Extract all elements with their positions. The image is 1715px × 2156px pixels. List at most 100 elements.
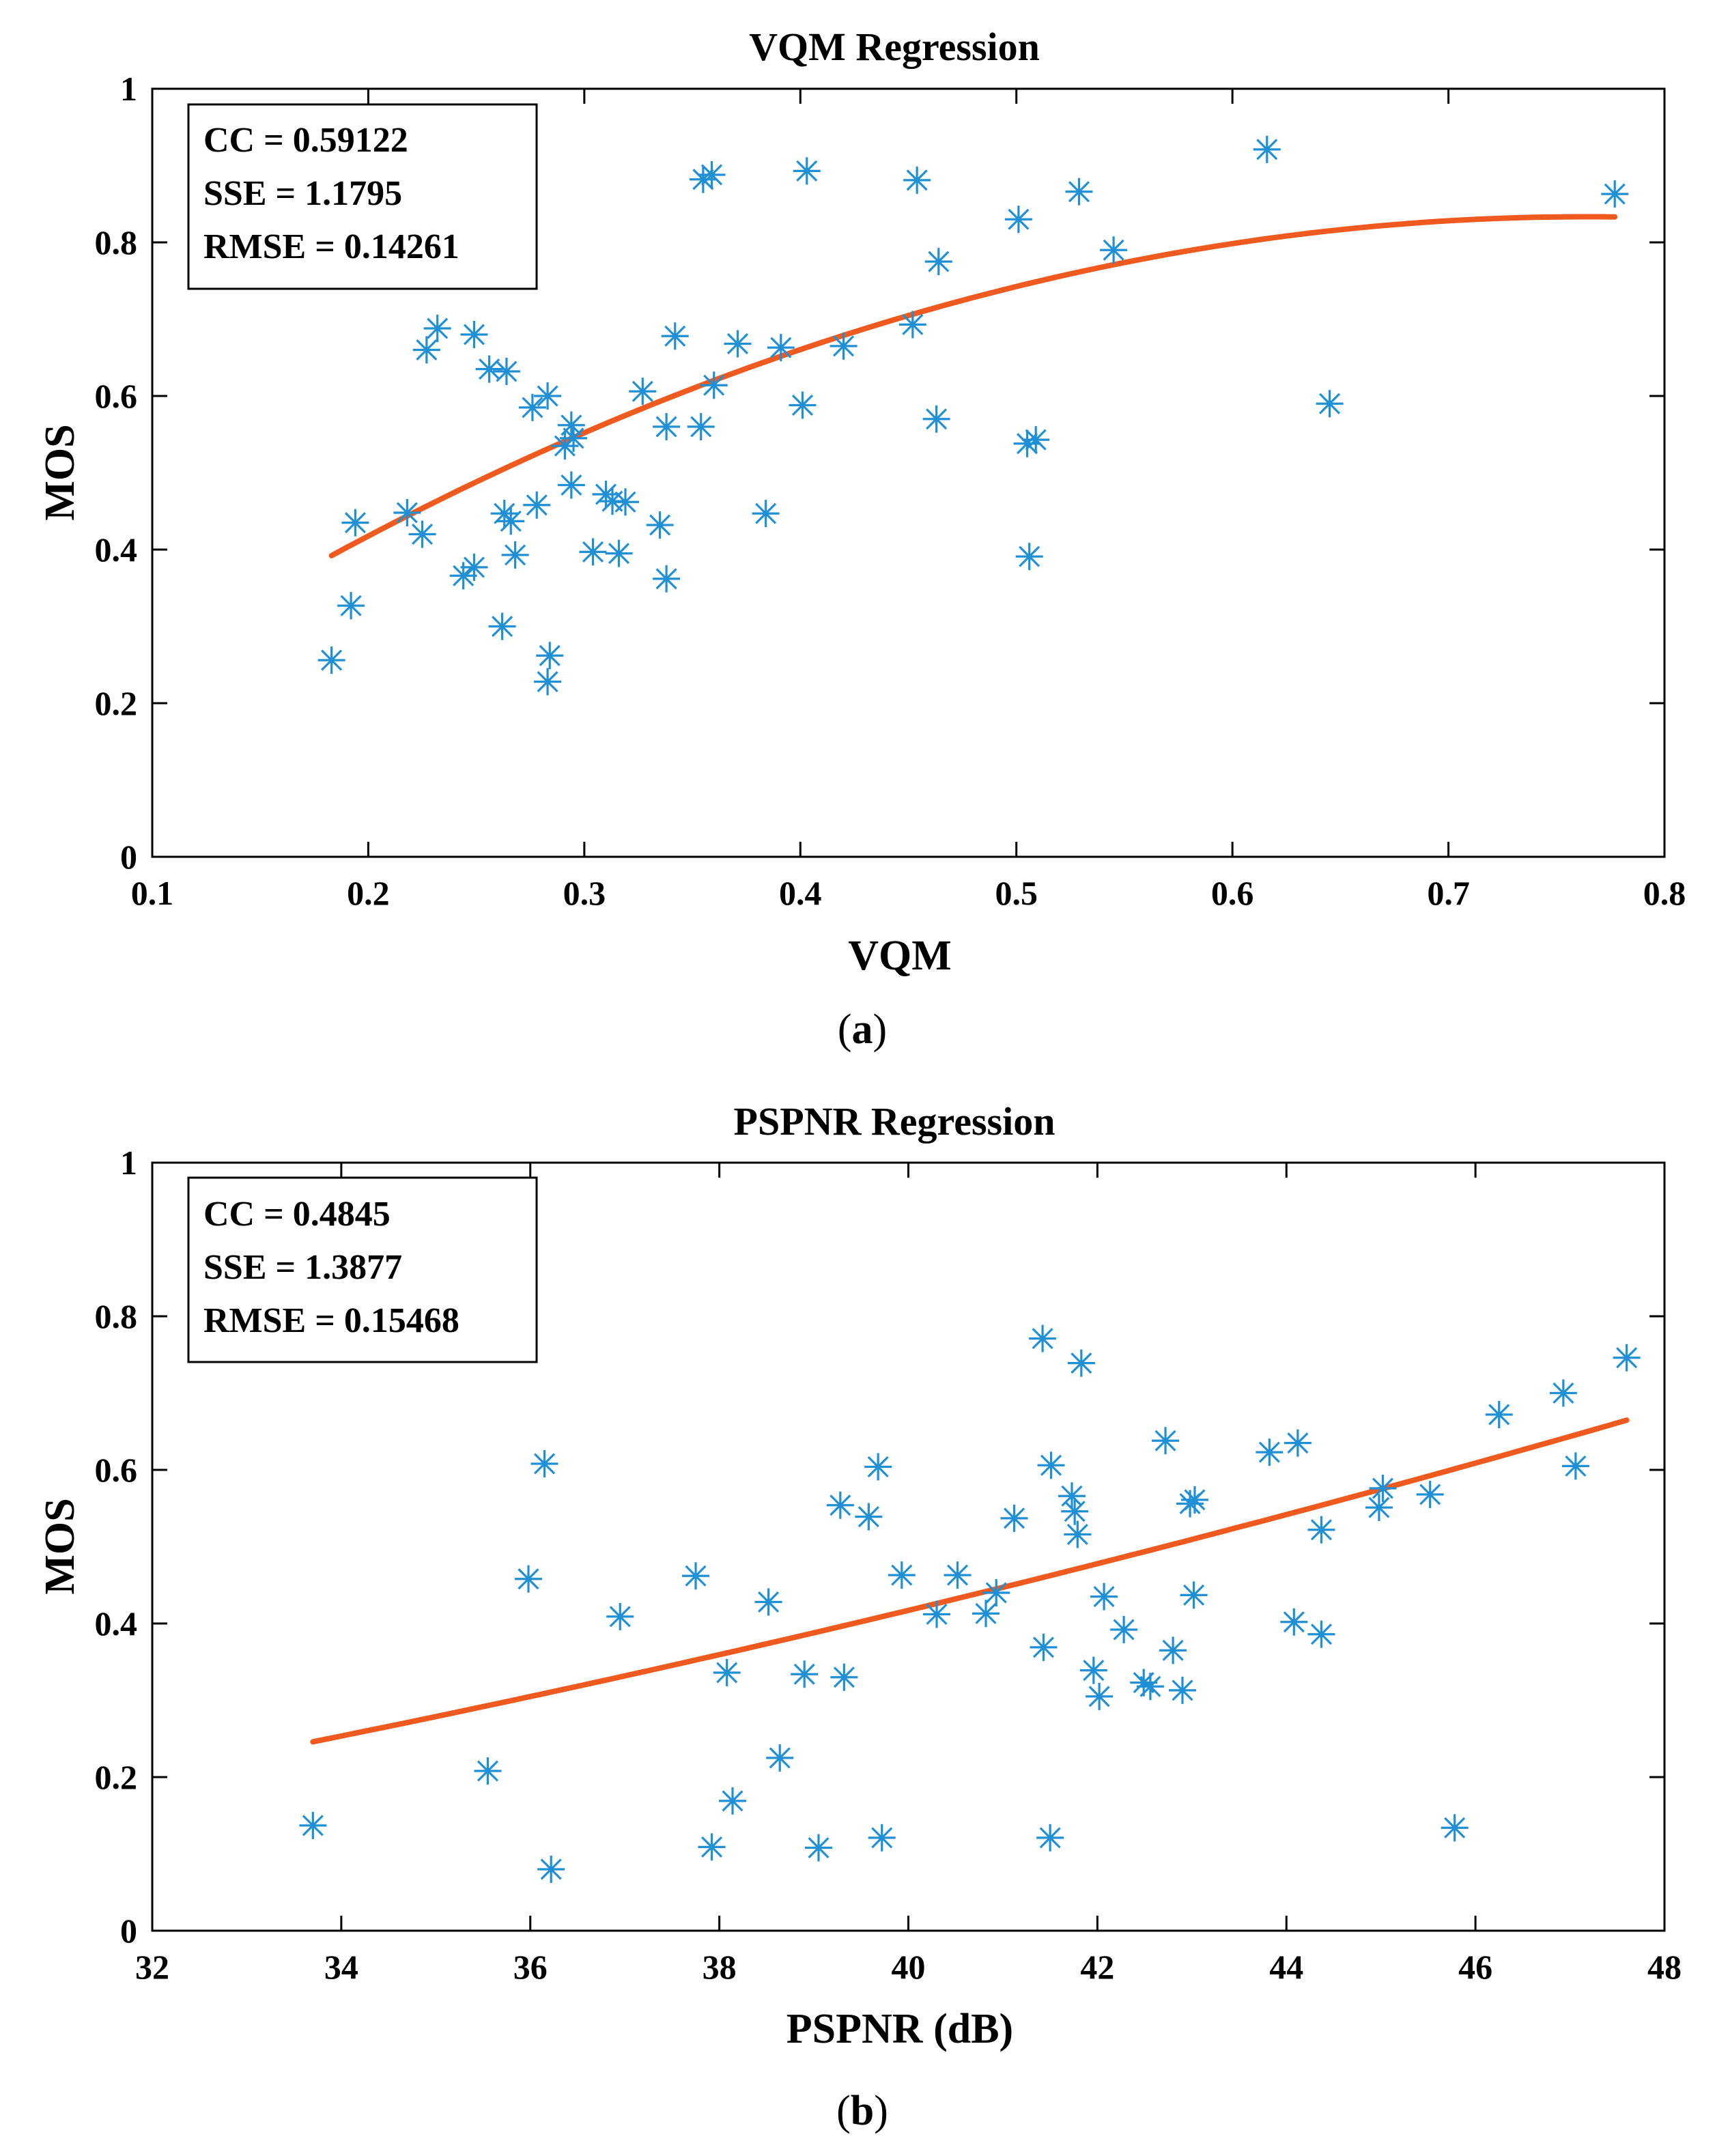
y-tick-label: 0: [120, 1912, 137, 1950]
data-point: [1601, 180, 1629, 208]
y-tick-label: 0.2: [95, 684, 138, 722]
x-tick-labels: 32 34 36 38 40 42 44 46 48: [135, 1948, 1682, 1986]
data-point: [924, 248, 952, 276]
data-point: [557, 471, 585, 499]
data-point: [698, 1833, 726, 1861]
x-axis-label: VQM: [848, 933, 952, 979]
data-point: [341, 509, 369, 537]
x-tick-label: 0.4: [779, 874, 822, 912]
data-point: [1280, 1608, 1308, 1636]
data-point: [1013, 429, 1041, 457]
x-axis-label: PSPNR (dB): [786, 2006, 1013, 2052]
data-point: [1365, 1494, 1393, 1522]
data-point: [864, 1453, 892, 1481]
data-point: [1079, 1656, 1107, 1684]
data-point: [605, 539, 633, 567]
x-tick-label: 46: [1458, 1948, 1492, 1986]
data-point: [1086, 1682, 1114, 1710]
data-point: [606, 1602, 634, 1630]
stat-sse: SSE = 1.1795: [203, 174, 402, 213]
fit-curve: [310, 1417, 1630, 1745]
stat-cc: CC = 0.4845: [203, 1195, 391, 1234]
data-point: [1416, 1481, 1444, 1508]
data-point: [724, 330, 752, 358]
data-point: [888, 1561, 916, 1589]
chart-title: VQM Regression: [749, 25, 1040, 69]
plot-frame: [151, 87, 1666, 858]
panel-label: (b): [836, 2088, 888, 2134]
data-point: [804, 1834, 832, 1862]
x-tick-label: 38: [703, 1948, 737, 1986]
data-point: [687, 413, 715, 440]
y-axis-label: MOS: [37, 1498, 83, 1594]
x-tick-label: 0.7: [1427, 874, 1470, 912]
data-point: [1561, 1452, 1589, 1480]
data-points: [317, 135, 1629, 696]
data-point: [1037, 1451, 1065, 1479]
fit-line: [328, 214, 1618, 558]
data-point: [1307, 1620, 1335, 1648]
data-point: [830, 332, 857, 360]
data-point: [530, 1450, 558, 1477]
data-point: [475, 355, 503, 383]
data-point: [536, 642, 564, 670]
data-point: [923, 1600, 951, 1628]
data-point: [1253, 135, 1281, 163]
data-point: [449, 562, 477, 590]
stat-cc: CC = 0.59122: [203, 121, 408, 160]
data-point: [534, 668, 562, 696]
data-point: [1064, 1520, 1092, 1548]
data-point: [497, 507, 525, 535]
x-tick-label: 32: [135, 1948, 169, 1986]
data-point: [719, 1787, 747, 1815]
vqm-regression-chart: VQM Regression 0.1 0.2 0.3 0.4 0.5 0.6 0.7 0.8 …: [37, 25, 1686, 1053]
x-tick-label: 48: [1647, 1948, 1682, 1986]
data-point: [1180, 1486, 1208, 1514]
pspnr-regression-chart: PSPNR Regression 32 34 36 38 40 42 44 46 48 0 0.2…: [37, 1099, 1682, 2134]
data-point: [1256, 1438, 1284, 1466]
tick-marks: [151, 87, 1666, 858]
y-tick-labels: 0 0.2 0.4 0.6 0.8 1: [95, 1144, 138, 1950]
data-point: [514, 1565, 542, 1593]
tick-marks: [151, 1161, 1666, 1932]
x-tick-labels: 0.1 0.2 0.3 0.4 0.5 0.6 0.7 0.8: [131, 874, 1686, 912]
data-point: [1485, 1401, 1513, 1428]
x-tick-label: 34: [324, 1948, 358, 1986]
stats-box: [187, 1176, 538, 1363]
data-point: [393, 499, 421, 526]
data-point: [460, 553, 488, 581]
data-point: [501, 541, 529, 569]
x-tick-label: 0.2: [347, 874, 390, 912]
x-tick-label: 36: [513, 1948, 548, 1986]
data-point: [629, 378, 657, 406]
data-point: [1316, 390, 1344, 418]
data-point: [492, 358, 520, 385]
data-point: [767, 334, 795, 362]
data-point: [557, 411, 585, 439]
data-point: [898, 311, 926, 339]
y-tick-label: 1: [120, 1144, 137, 1182]
x-tick-label: 0.8: [1643, 874, 1686, 912]
stat-rmse: RMSE = 0.14261: [203, 227, 459, 266]
data-point: [337, 592, 365, 620]
data-point: [791, 1660, 819, 1688]
data-point: [793, 157, 821, 185]
x-tick-label: 0.5: [995, 874, 1038, 912]
data-point: [1090, 1583, 1118, 1611]
y-tick-label: 0: [120, 838, 137, 876]
data-point: [689, 165, 717, 193]
data-point: [903, 166, 931, 194]
y-tick-labels: 0 0.2 0.4 0.6 0.8 1: [95, 70, 138, 876]
x-tick-label: 40: [892, 1948, 926, 1986]
y-tick-label: 1: [120, 70, 137, 108]
data-point: [972, 1600, 1000, 1628]
data-point: [1168, 1676, 1196, 1704]
data-point: [1100, 236, 1128, 264]
data-point: [1159, 1636, 1187, 1664]
data-point: [518, 393, 546, 421]
data-point: [317, 647, 345, 674]
data-point: [1110, 1616, 1138, 1643]
x-tick-label: 0.1: [131, 874, 174, 912]
data-point: [579, 538, 607, 566]
